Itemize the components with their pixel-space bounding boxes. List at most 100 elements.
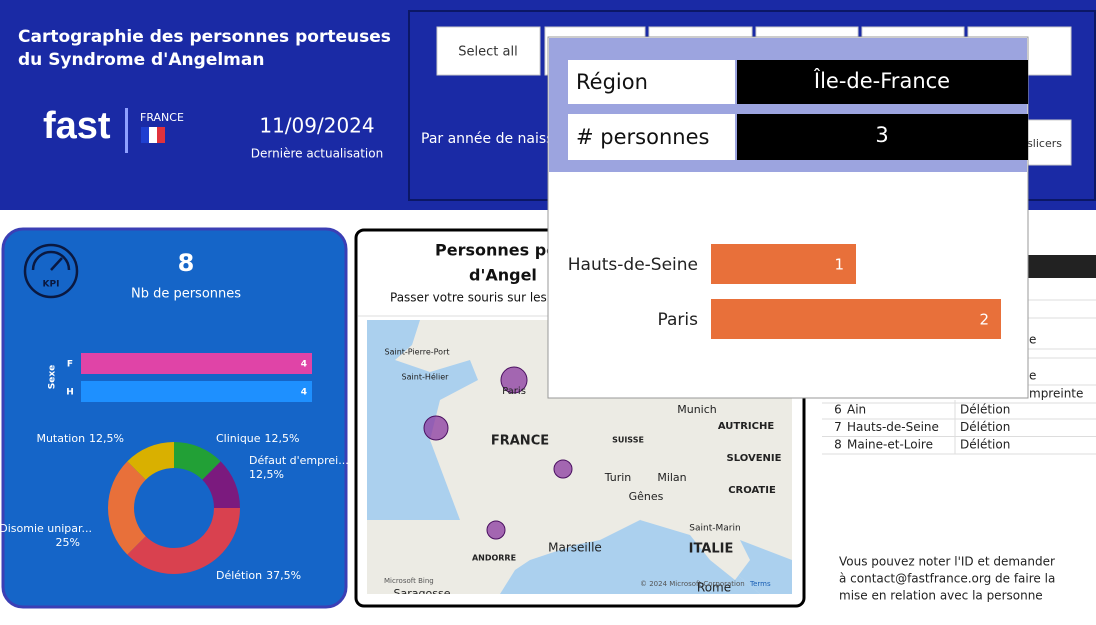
date: 11/09/2024: [259, 114, 374, 138]
flag: [157, 127, 165, 143]
bing-logo: Microsoft Bing: [384, 577, 434, 585]
map-label: Saint-Pierre-Port: [384, 348, 449, 357]
table-cell: Maine-et-Loire: [847, 438, 933, 452]
date-caption: Dernière actualisation: [251, 147, 383, 161]
map-label: FRANCE: [491, 434, 549, 449]
map-label: CROATIE: [728, 485, 776, 496]
table-cell: e: [1029, 369, 1036, 383]
slice-value: 37,5%: [266, 569, 301, 582]
map-terms[interactable]: Terms: [749, 580, 771, 588]
map-labels: Saint-Pierre-Port Saint-Hélier Paris FRANCE…: [384, 348, 782, 595]
map-label: ITALIE: [689, 542, 734, 557]
flag: [149, 127, 157, 143]
slice-name: Mutation: [36, 432, 85, 445]
logo: fast: [43, 105, 111, 147]
slicer-button[interactable]: [436, 26, 541, 76]
slice-value: 25%: [56, 536, 80, 549]
table-cell: Ain: [847, 403, 866, 417]
slice-value: 12,5%: [265, 432, 300, 445]
bubble[interactable]: [423, 415, 449, 441]
donut-slice: [108, 461, 146, 555]
field-label: # personnes: [576, 125, 709, 149]
kpi-icon: [31, 250, 71, 271]
field-value: 3: [875, 123, 888, 147]
field-label: Région: [576, 70, 648, 94]
reset-label: slicers: [1027, 137, 1062, 150]
slice-name: Délétion: [216, 569, 262, 582]
sex-chart: F 4 H 4: [66, 353, 312, 402]
slice-label: Mutation 12,5%: [36, 432, 124, 445]
kpi-value: 8: [178, 249, 195, 277]
field-label-box: [568, 60, 735, 104]
map-label: Munich: [677, 403, 717, 416]
map-label: AUTRICHE: [718, 421, 775, 432]
logo-bar: [125, 108, 128, 153]
table-cell: mpreinte: [1029, 387, 1083, 401]
table-cell: Délétion: [960, 403, 1010, 417]
field-value-box: [737, 60, 1028, 104]
map-label: Saint-Marin: [689, 524, 740, 534]
table-cell: 7: [834, 420, 842, 434]
map-label: Gênes: [629, 490, 664, 503]
kpi-icon: [50, 257, 63, 271]
map-label: Marseille: [548, 541, 602, 555]
logo-country: FRANCE: [140, 111, 184, 124]
title: Cartographie des personnes porteuses: [18, 27, 391, 47]
table-cell: Délétion: [960, 420, 1010, 434]
table-cell: 6: [834, 403, 842, 417]
bubble[interactable]: [486, 520, 506, 540]
map-label: Paris: [502, 386, 526, 397]
table-cell: Hauts-de-Seine: [847, 420, 939, 434]
field-value-box: [737, 114, 1028, 160]
data-label: 4: [301, 360, 307, 370]
donut-slice: [174, 442, 221, 480]
bar: [711, 299, 1001, 339]
bar-label: H: [66, 388, 74, 398]
slice-name: Disomie unipar...: [0, 522, 92, 535]
map-credit: © 2024 Microsoft Corporation: [640, 580, 745, 588]
sea: [500, 505, 760, 594]
note: mise en relation avec la personne: [839, 589, 1043, 603]
title: du Syndrome d'Angelman: [18, 50, 264, 70]
table-cell: Délétion: [960, 438, 1010, 452]
donut-slice: [202, 461, 240, 508]
map-label: Rome: [697, 581, 731, 595]
note: Vous pouvez noter l'ID et demander: [839, 555, 1055, 569]
map-title: Personnes po: [435, 241, 557, 260]
slice-value: 12,5%: [249, 468, 284, 481]
map-label: SLOVENIE: [727, 453, 782, 464]
data-label: 2: [979, 311, 989, 329]
map-label: ANDORRE: [472, 554, 516, 563]
kpi-card: [1, 227, 348, 609]
bar: [81, 381, 312, 402]
data-label: 1: [834, 256, 844, 274]
bubble[interactable]: [553, 459, 573, 479]
kpi-icon: [23, 243, 79, 299]
flag: [141, 127, 149, 143]
donut-slice: [127, 508, 241, 575]
note: à contact@fastfrance.org de faire la: [839, 572, 1055, 586]
slice-name: Défaut d'emprei...: [249, 454, 349, 467]
table-cell: e: [1029, 333, 1036, 347]
bar-label: F: [67, 360, 73, 370]
sea: [367, 320, 478, 520]
field-label-box: [568, 114, 735, 160]
slice-name: Clinique: [216, 432, 261, 445]
bar: [711, 244, 856, 284]
slice-value: 12,5%: [89, 432, 124, 445]
map-label: SUISSE: [612, 436, 644, 445]
slicer-label: Par année de naissance: [421, 131, 587, 147]
slice-label: Délétion 37,5%: [216, 569, 301, 582]
bubble[interactable]: [500, 366, 528, 394]
map-label: Saint-Hélier: [402, 372, 450, 382]
map-subtitle: Passer votre souris sur les: [390, 291, 547, 305]
tooltip: Région Île-de-France # personnes 3 Hauts…: [547, 36, 1029, 399]
map-title: d'Angel: [469, 266, 537, 285]
donut-chart: Clinique 12,5%Défaut d'emprei...12,5%Délé…: [0, 432, 349, 582]
axis-label: Sexe: [48, 365, 58, 390]
map-label: Milan: [657, 471, 686, 484]
donut-slice: [127, 442, 174, 480]
